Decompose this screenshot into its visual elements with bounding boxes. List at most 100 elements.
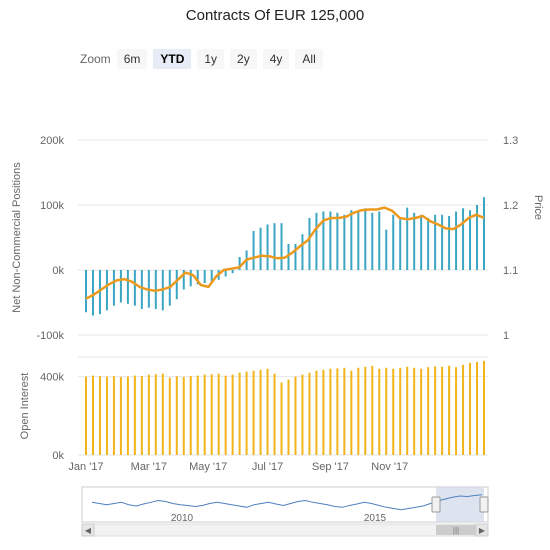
- navigator-handle-right[interactable]: [479, 496, 489, 513]
- open-interest-bar: [168, 377, 171, 455]
- open-interest-bar: [469, 362, 472, 455]
- chevron-left-icon: ◀: [85, 526, 92, 535]
- x-tick-label: Mar '17: [131, 461, 167, 473]
- open-interest-bar: [329, 368, 332, 455]
- position-bar: [448, 216, 451, 270]
- open-interest-bar: [434, 366, 437, 455]
- y-tick-label: -100k: [36, 330, 64, 342]
- x-tick-label: May '17: [189, 461, 227, 473]
- zoom-ytd-button[interactable]: YTD: [153, 49, 192, 69]
- open-interest-bar: [140, 376, 143, 455]
- position-bar: [294, 244, 297, 270]
- open-interest-bar: [245, 371, 248, 455]
- open-interest-bar: [350, 370, 353, 455]
- position-bar: [357, 211, 360, 270]
- x-tick-label: Sep '17: [312, 461, 349, 473]
- position-bar: [427, 218, 430, 270]
- position-bar: [392, 214, 395, 270]
- open-interest-bar: [210, 374, 213, 455]
- oi-tick-label: 400k: [40, 372, 64, 384]
- position-bar: [140, 270, 143, 309]
- navigator-line: [91, 494, 483, 511]
- y-tick-label: 100k: [40, 200, 64, 212]
- position-bar: [308, 218, 311, 270]
- position-bar: [441, 214, 444, 270]
- position-bar: [119, 270, 122, 303]
- position-bar: [252, 231, 255, 270]
- position-bar: [336, 212, 339, 270]
- zoom-all-button[interactable]: All: [295, 49, 323, 69]
- zoom-selector: Zoom 6m YTD 1y 2y 4y All: [80, 49, 329, 69]
- open-interest-bar: [154, 374, 157, 455]
- open-interest-bar: [364, 366, 367, 455]
- open-interest-bar: [294, 376, 297, 455]
- scrollbar-thumb[interactable]: [436, 525, 476, 535]
- position-bar: [378, 211, 381, 270]
- position-bar: [175, 270, 178, 300]
- open-interest-bar: [238, 372, 241, 455]
- position-bar: [273, 223, 276, 270]
- zoom-4y-button[interactable]: 4y: [262, 49, 290, 69]
- position-bar: [189, 270, 192, 287]
- open-interest-bar: [119, 376, 122, 455]
- price-tick-label: 1: [503, 330, 509, 342]
- open-interest-bar: [315, 370, 318, 455]
- price-line: [85, 206, 485, 300]
- open-interest-bar: [371, 365, 374, 455]
- open-interest-bar: [217, 373, 220, 455]
- position-bar: [420, 214, 423, 270]
- position-bar: [91, 270, 94, 316]
- open-interest-bar: [105, 376, 108, 455]
- positions-bars: [85, 197, 485, 316]
- zoom-6m-button[interactable]: 6m: [116, 49, 148, 69]
- open-interest-bar: [441, 366, 444, 455]
- position-bar: [322, 211, 325, 270]
- oi-axis-label: Open Interest: [19, 373, 31, 440]
- position-bar: [182, 270, 185, 290]
- position-bar: [483, 197, 485, 270]
- position-bar: [350, 210, 353, 270]
- y-axis-label: Net Non-Commercial Positions: [11, 162, 23, 313]
- open-interest-bar: [189, 376, 192, 455]
- open-interest-bar: [252, 370, 255, 455]
- x-tick-label: Jan '17: [68, 461, 103, 473]
- y-tick-label: 0k: [52, 265, 64, 277]
- position-bar: [126, 270, 129, 304]
- open-interest-bar: [462, 364, 465, 455]
- zoom-2y-button[interactable]: 2y: [230, 49, 257, 69]
- grip-icon: |||: [453, 526, 459, 535]
- open-interest-bar: [85, 376, 87, 455]
- navigator[interactable]: 2010 2015 ◀ ▶ |||: [81, 486, 489, 537]
- open-interest-bar: [112, 376, 115, 455]
- price-line-layer: [85, 206, 485, 300]
- open-interest-bar: [336, 368, 339, 455]
- price-tick-label: 1.3: [503, 135, 518, 147]
- scrollbar-left-button[interactable]: [81, 523, 95, 537]
- position-bar: [259, 227, 262, 270]
- position-bar: [224, 270, 227, 277]
- open-interest-bar: [420, 368, 423, 455]
- open-interest-bar: [413, 367, 416, 455]
- open-interest-bar: [308, 372, 311, 455]
- position-bar: [196, 270, 199, 285]
- position-bar: [238, 257, 241, 270]
- open-interest-bar: [399, 367, 402, 455]
- open-interest-bar: [392, 368, 395, 455]
- zoom-1y-button[interactable]: 1y: [197, 49, 225, 69]
- navigator-handle-left[interactable]: [431, 496, 441, 513]
- open-interest-bar: [476, 361, 479, 455]
- open-interest-bar: [231, 374, 234, 455]
- oi-tick-label: 0k: [52, 450, 64, 462]
- x-tick-label: Jul '17: [252, 461, 283, 473]
- position-bar: [455, 211, 458, 270]
- zoom-label: Zoom: [80, 52, 111, 66]
- y-tick-label: 200k: [40, 135, 64, 147]
- open-interest-bar: [301, 374, 304, 455]
- open-interest-bar: [483, 360, 485, 455]
- position-bar: [343, 214, 346, 270]
- position-bar: [287, 244, 290, 270]
- open-interest-bar: [203, 374, 206, 455]
- open-interest-bars: [85, 360, 485, 455]
- position-bar: [371, 212, 374, 270]
- position-bar: [301, 234, 304, 270]
